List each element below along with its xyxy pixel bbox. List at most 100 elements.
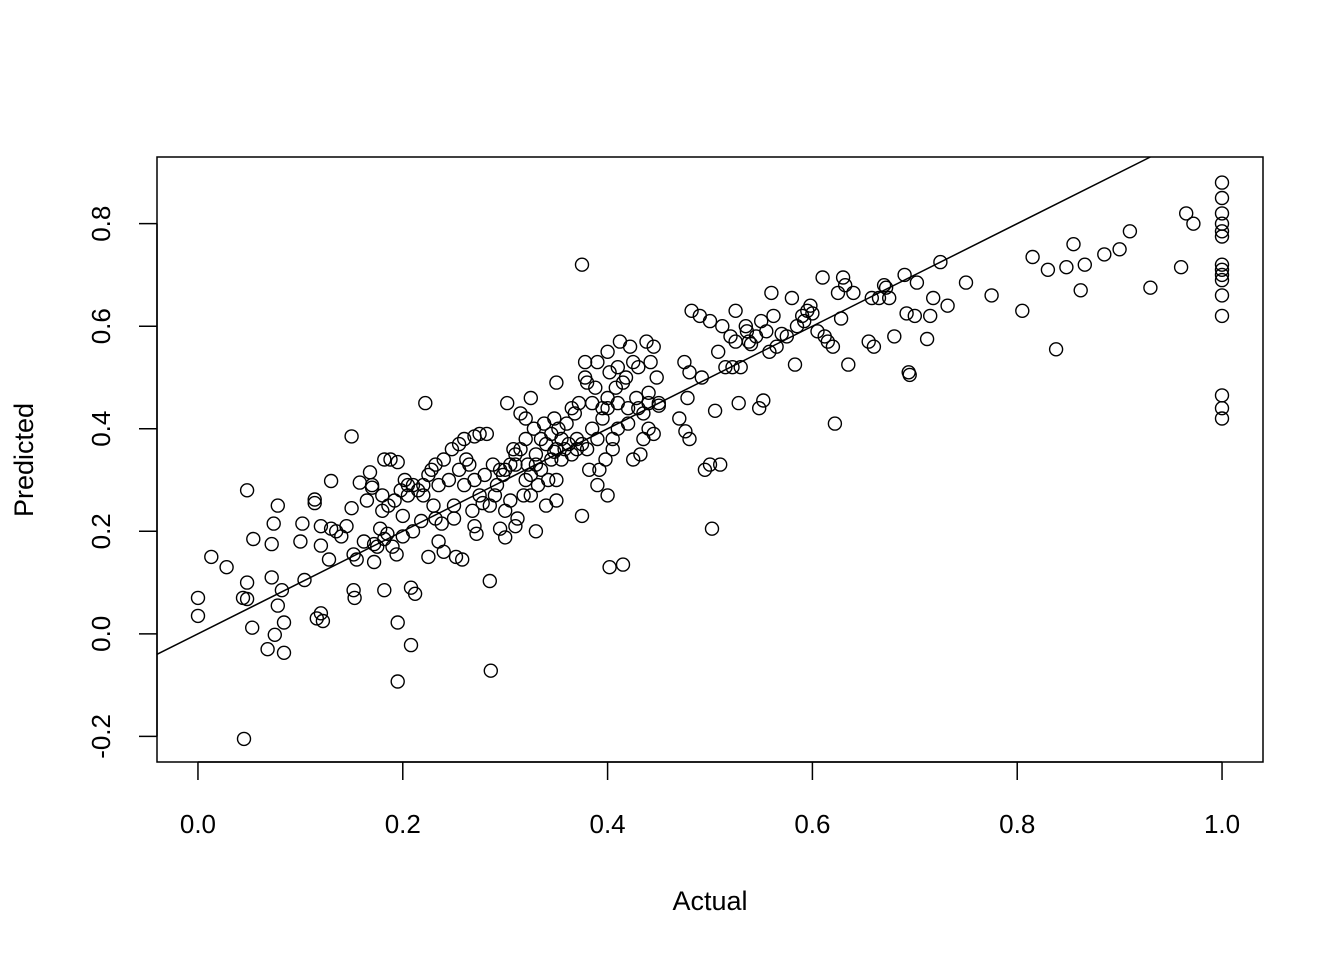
data-point bbox=[702, 457, 718, 472]
data-point bbox=[1214, 216, 1230, 231]
reference-line-layer bbox=[156, 156, 1151, 656]
data-point bbox=[707, 403, 723, 418]
data-point bbox=[861, 334, 876, 349]
x-tick-label: 0.8 bbox=[999, 809, 1035, 839]
data-point bbox=[500, 395, 515, 411]
data-point bbox=[479, 426, 494, 442]
data-point bbox=[615, 557, 631, 572]
data-point bbox=[725, 360, 740, 375]
data-point bbox=[902, 367, 917, 383]
reference-line bbox=[156, 156, 1151, 656]
data-point bbox=[239, 591, 255, 607]
data-point bbox=[602, 365, 617, 380]
data-point bbox=[739, 324, 755, 339]
data-point bbox=[769, 339, 784, 354]
data-point bbox=[267, 627, 282, 642]
data-point bbox=[715, 319, 730, 334]
data-point bbox=[533, 462, 549, 477]
points-layer bbox=[190, 175, 1230, 747]
data-point bbox=[482, 498, 497, 513]
data-point bbox=[723, 329, 738, 344]
plot-frame bbox=[156, 156, 1264, 763]
data-point bbox=[244, 620, 260, 635]
data-point bbox=[600, 488, 615, 503]
data-point bbox=[610, 395, 625, 411]
data-point bbox=[538, 498, 554, 513]
data-point bbox=[841, 357, 856, 372]
data-point bbox=[297, 572, 312, 588]
data-point bbox=[567, 406, 582, 421]
data-point bbox=[482, 573, 497, 589]
x-axis: 0.0 0.2 0.4 0.6 0.8 1.0 bbox=[180, 761, 1240, 839]
data-point bbox=[1178, 206, 1194, 221]
data-point bbox=[385, 539, 400, 554]
data-point bbox=[418, 395, 433, 411]
data-point bbox=[620, 401, 636, 416]
data-point bbox=[547, 444, 562, 459]
data-point bbox=[588, 380, 603, 395]
data-point bbox=[919, 331, 935, 347]
data-point bbox=[741, 334, 757, 349]
data-point bbox=[610, 360, 625, 375]
data-point bbox=[600, 344, 615, 359]
data-point bbox=[882, 290, 897, 306]
data-point bbox=[797, 313, 812, 329]
data-point bbox=[266, 516, 281, 531]
data-point bbox=[395, 508, 410, 524]
data-point bbox=[313, 519, 329, 534]
data-point bbox=[1059, 260, 1074, 275]
data-point bbox=[633, 447, 648, 462]
data-point bbox=[477, 467, 492, 483]
data-point bbox=[620, 416, 636, 431]
y-tick-label: 0.4 bbox=[86, 411, 116, 447]
data-point bbox=[713, 457, 728, 472]
data-point bbox=[364, 480, 380, 495]
y-tick-label: 0.2 bbox=[86, 513, 116, 549]
data-point bbox=[878, 280, 894, 295]
data-point bbox=[1048, 342, 1064, 357]
data-point bbox=[579, 375, 595, 390]
data-point bbox=[1214, 175, 1230, 190]
data-point bbox=[622, 339, 638, 354]
data-point bbox=[608, 380, 623, 395]
data-point bbox=[897, 267, 912, 283]
data-point bbox=[264, 570, 279, 585]
data-point bbox=[508, 457, 523, 472]
data-point bbox=[907, 308, 922, 324]
data-point bbox=[820, 334, 835, 349]
data-point bbox=[564, 447, 579, 462]
data-point bbox=[323, 473, 339, 489]
data-point bbox=[487, 488, 503, 503]
data-point bbox=[731, 395, 746, 411]
y-tick-label: 0.8 bbox=[86, 206, 116, 242]
data-point bbox=[590, 477, 605, 493]
data-point bbox=[1015, 303, 1030, 318]
data-point bbox=[431, 534, 446, 549]
data-point bbox=[523, 390, 538, 406]
data-point bbox=[1214, 267, 1230, 283]
data-point bbox=[582, 462, 597, 477]
data-point bbox=[518, 472, 533, 488]
data-point bbox=[264, 536, 279, 552]
data-point bbox=[803, 298, 818, 313]
data-point bbox=[838, 278, 853, 293]
data-point bbox=[595, 411, 610, 426]
data-point bbox=[574, 508, 590, 524]
data-point bbox=[457, 431, 472, 447]
data-point bbox=[827, 416, 843, 431]
data-point bbox=[585, 395, 600, 411]
data-point bbox=[1112, 242, 1127, 257]
data-point bbox=[718, 360, 733, 375]
data-point bbox=[246, 531, 261, 547]
data-point bbox=[909, 275, 925, 290]
data-point bbox=[646, 339, 661, 354]
data-point bbox=[516, 488, 531, 503]
data-point bbox=[626, 354, 641, 370]
data-point bbox=[636, 431, 651, 447]
data-point bbox=[680, 390, 695, 406]
data-point bbox=[787, 357, 803, 372]
data-point bbox=[313, 538, 329, 553]
data-point bbox=[547, 411, 562, 426]
data-point bbox=[682, 365, 697, 380]
data-point bbox=[403, 637, 419, 653]
